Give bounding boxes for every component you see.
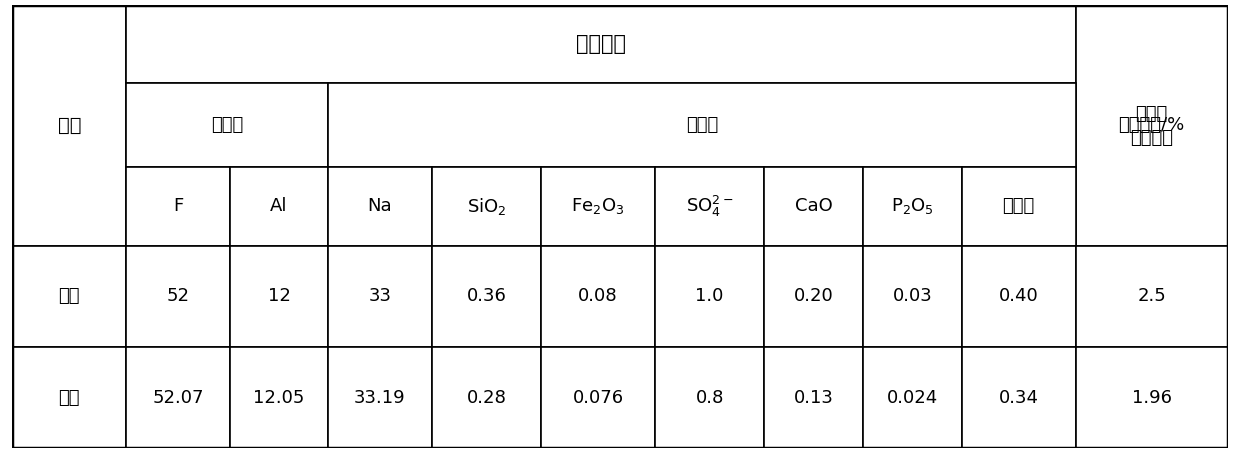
Text: 12.05: 12.05 bbox=[253, 389, 305, 407]
Bar bbox=[863, 246, 962, 347]
Bar bbox=[432, 167, 541, 246]
Text: Na: Na bbox=[368, 197, 392, 215]
Bar bbox=[12, 347, 126, 448]
Text: 物理性能/%: 物理性能/% bbox=[1118, 116, 1184, 134]
Bar bbox=[126, 347, 229, 448]
Text: 灼减量: 灼减量 bbox=[1136, 105, 1168, 123]
Text: 标号: 标号 bbox=[57, 116, 81, 135]
Bar bbox=[1075, 246, 1228, 347]
Text: CaO: CaO bbox=[795, 197, 832, 215]
Bar bbox=[541, 347, 655, 448]
Text: 不大于: 不大于 bbox=[686, 116, 718, 134]
Bar bbox=[1075, 5, 1228, 246]
Text: F: F bbox=[172, 197, 184, 215]
Text: 国标: 国标 bbox=[58, 287, 81, 305]
Bar bbox=[126, 167, 229, 246]
Bar bbox=[655, 246, 764, 347]
Bar bbox=[863, 167, 962, 246]
Text: 0.34: 0.34 bbox=[998, 389, 1039, 407]
Bar bbox=[764, 167, 863, 246]
Text: 52: 52 bbox=[166, 287, 190, 305]
Text: $\mathrm{SiO_2}$: $\mathrm{SiO_2}$ bbox=[466, 196, 506, 217]
Text: Al: Al bbox=[270, 197, 288, 215]
Text: 0.024: 0.024 bbox=[887, 389, 937, 407]
Text: 33.19: 33.19 bbox=[355, 389, 405, 407]
Bar bbox=[329, 83, 1075, 167]
Bar bbox=[229, 347, 329, 448]
Text: 0.8: 0.8 bbox=[696, 389, 724, 407]
Text: 化学成分: 化学成分 bbox=[577, 34, 626, 54]
Text: 0.13: 0.13 bbox=[794, 389, 833, 407]
Text: 不小于: 不小于 bbox=[211, 116, 243, 134]
Bar bbox=[329, 167, 432, 246]
Text: 0.20: 0.20 bbox=[794, 287, 833, 305]
Bar bbox=[655, 347, 764, 448]
Bar bbox=[126, 83, 329, 167]
Text: 0.40: 0.40 bbox=[999, 287, 1039, 305]
Text: 1.96: 1.96 bbox=[1132, 389, 1172, 407]
Text: 游存水: 游存水 bbox=[1003, 197, 1035, 215]
Bar bbox=[12, 5, 126, 246]
Bar bbox=[126, 246, 229, 347]
Text: 0.03: 0.03 bbox=[893, 287, 932, 305]
Text: 2.5: 2.5 bbox=[1137, 287, 1166, 305]
Text: $\mathrm{SO_4^{2-}}$: $\mathrm{SO_4^{2-}}$ bbox=[686, 194, 733, 219]
Text: 52.07: 52.07 bbox=[153, 389, 203, 407]
Text: 0.076: 0.076 bbox=[573, 389, 624, 407]
Bar bbox=[764, 347, 863, 448]
Bar bbox=[126, 5, 1075, 83]
Bar bbox=[541, 246, 655, 347]
Text: $\mathrm{Fe_2O_3}$: $\mathrm{Fe_2O_3}$ bbox=[572, 196, 625, 216]
Text: 样品: 样品 bbox=[58, 389, 81, 407]
Text: 1.0: 1.0 bbox=[696, 287, 724, 305]
Bar bbox=[12, 246, 126, 347]
Text: 0.08: 0.08 bbox=[578, 287, 618, 305]
Text: 0.36: 0.36 bbox=[466, 287, 506, 305]
Text: 质量分数: 质量分数 bbox=[1130, 130, 1173, 147]
Bar bbox=[432, 347, 541, 448]
Text: 0.28: 0.28 bbox=[466, 389, 506, 407]
Bar bbox=[541, 167, 655, 246]
Text: $\mathrm{P_2O_5}$: $\mathrm{P_2O_5}$ bbox=[892, 196, 934, 216]
Bar bbox=[764, 246, 863, 347]
Bar bbox=[229, 167, 329, 246]
Bar bbox=[863, 347, 962, 448]
Bar bbox=[962, 246, 1075, 347]
Bar bbox=[962, 347, 1075, 448]
Bar bbox=[962, 167, 1075, 246]
Bar bbox=[329, 246, 432, 347]
Bar bbox=[432, 246, 541, 347]
Text: 33: 33 bbox=[368, 287, 392, 305]
Bar bbox=[329, 347, 432, 448]
Text: 12: 12 bbox=[268, 287, 290, 305]
Bar bbox=[1075, 347, 1228, 448]
Bar bbox=[229, 246, 329, 347]
Bar bbox=[655, 167, 764, 246]
